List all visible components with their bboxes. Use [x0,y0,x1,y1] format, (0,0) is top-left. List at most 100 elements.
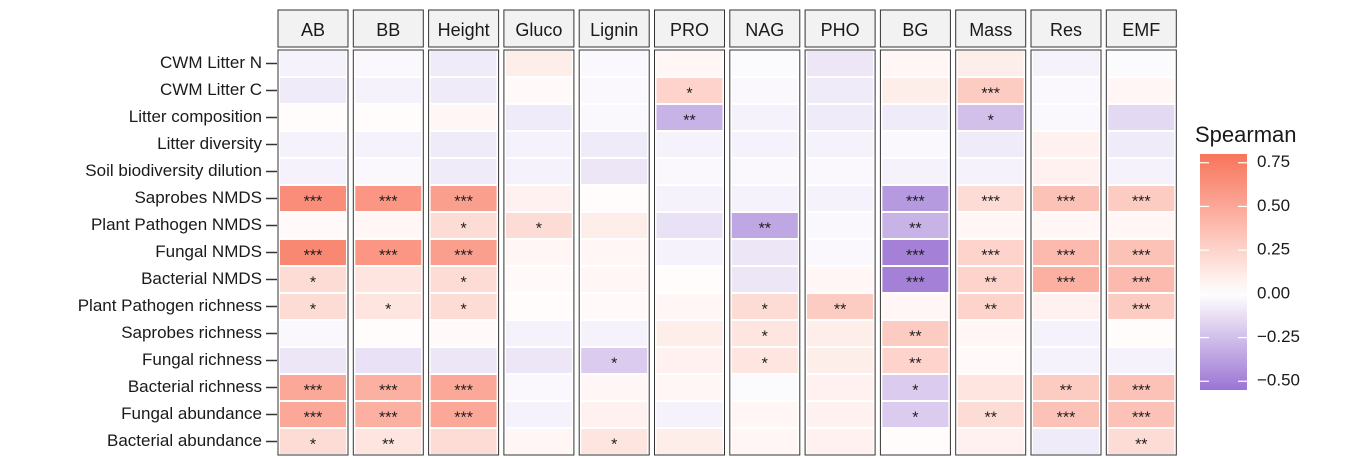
tile [957,321,1024,346]
tile [957,294,1024,319]
row-label: Plant Pathogen richness [78,296,262,315]
tile [731,321,798,346]
panel-border [729,49,801,456]
tile [807,321,874,346]
tile [957,240,1024,265]
tile [656,321,723,346]
tile [505,132,572,157]
tile [957,51,1024,76]
tile [430,321,497,346]
tile [1108,240,1175,265]
significance: * [611,437,617,454]
tile [807,294,874,319]
tile [807,159,874,184]
tile [957,429,1024,454]
tile [505,429,572,454]
tile [505,78,572,103]
tile [1108,348,1175,373]
tile [807,348,874,373]
panel-border [352,49,424,456]
tile [957,105,1024,130]
tile [581,186,648,211]
tile [430,78,497,103]
tile [957,402,1024,427]
significance: *** [379,383,398,400]
row-label: Litter composition [129,107,262,126]
facet-label: Mass [969,20,1012,40]
tile [430,267,497,292]
tile [1033,321,1099,346]
facet-label: NAG [745,20,784,40]
tile [280,375,346,400]
facet-strip [1030,9,1102,48]
facet-strip [277,9,349,48]
tile [355,78,422,103]
tile [731,429,798,454]
significance: *** [1132,248,1151,265]
tile [1033,132,1099,157]
tile [1033,105,1099,130]
tile [1033,267,1099,292]
tile [731,294,798,319]
tile [581,213,648,238]
tile [731,51,798,76]
legend-title: Spearman [1195,122,1297,147]
tile [1033,294,1099,319]
tile [430,240,497,265]
tile [430,213,497,238]
panel-border [428,49,500,456]
tile [505,294,572,319]
significance: ** [909,356,921,373]
tile [581,267,648,292]
tile [355,294,422,319]
row-label: Fungal abundance [121,404,262,423]
significance: * [460,221,466,238]
tile [1033,51,1099,76]
tile [280,213,346,238]
significance: * [988,113,994,130]
tile [957,267,1024,292]
tile [430,402,497,427]
tile [355,375,422,400]
tile [505,348,572,373]
tile [882,294,949,319]
tile [505,159,572,184]
tile [656,375,723,400]
colorbar-label: −0.50 [1257,371,1300,390]
facet-strip [804,9,876,48]
panel-border [578,49,650,456]
significance: ** [382,437,394,454]
significance: *** [1057,194,1076,211]
facet-label: BB [376,20,400,40]
facet-strip [654,9,725,48]
tile [882,186,949,211]
colorbar-label: −0.25 [1257,327,1300,346]
significance: ** [1135,437,1147,454]
tile [656,213,723,238]
tile [1108,375,1175,400]
tile [731,186,798,211]
tile [1108,294,1175,319]
significance: *** [906,194,925,211]
tile [1033,78,1099,103]
row-label: Bacterial abundance [107,431,262,450]
facet-label: Lignin [590,20,638,40]
tile [1108,51,1175,76]
tile [656,186,723,211]
tile [882,348,949,373]
significance: * [762,302,768,319]
tile [581,240,648,265]
significance: *** [304,194,323,211]
significance: ** [1060,383,1072,400]
tile [1108,132,1175,157]
significance: *** [981,86,1000,103]
tile [280,159,346,184]
significance: ** [834,302,846,319]
colorbar-label: 0.00 [1257,283,1290,302]
row-label: CWM Litter C [160,80,262,99]
row-label: Bacterial NMDS [141,269,262,288]
tile [280,78,346,103]
tile [430,51,497,76]
